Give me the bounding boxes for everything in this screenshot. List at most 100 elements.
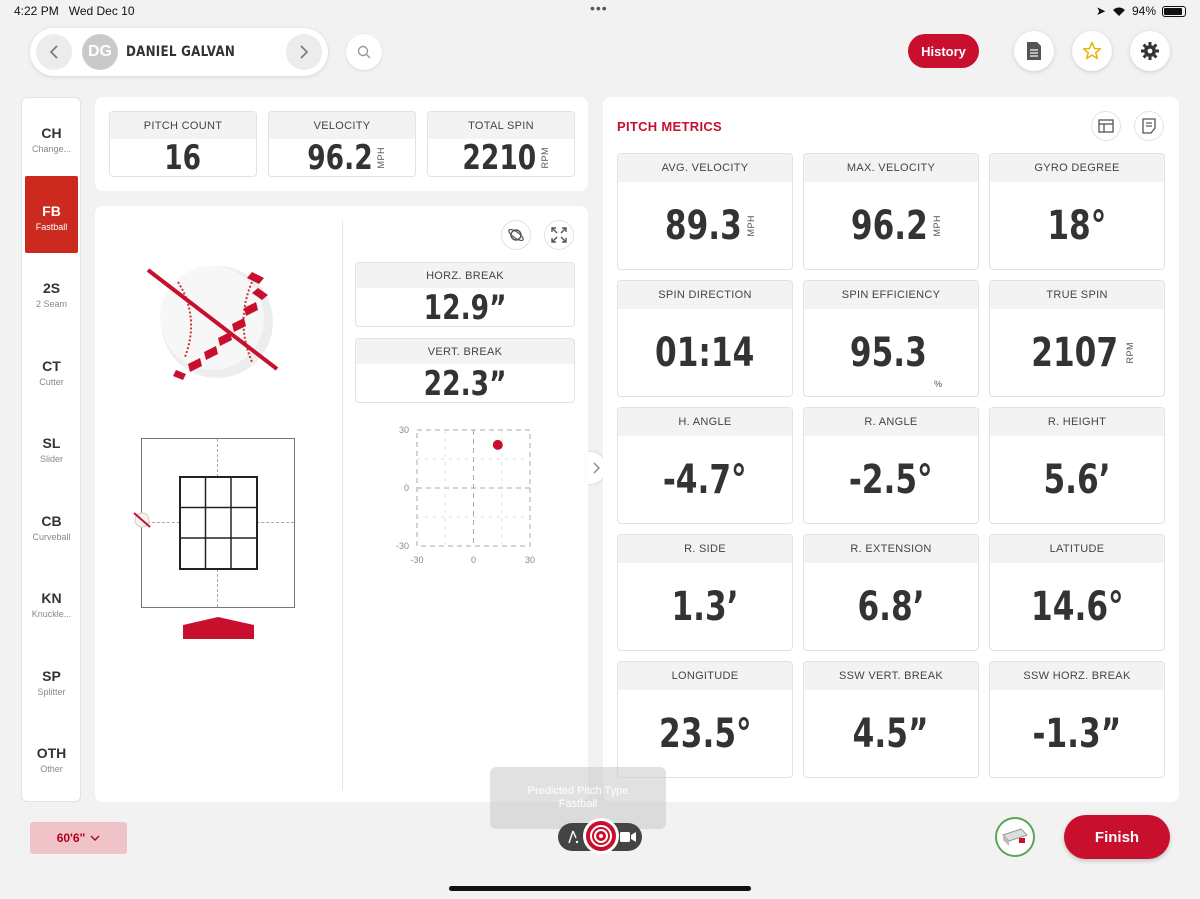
metric-value: 96.2: [850, 203, 928, 249]
distance-value: 60'6": [56, 831, 86, 845]
break-data-point: [492, 439, 503, 450]
pitch-type-sp[interactable]: SP Splitter: [25, 641, 78, 718]
pitch-type-name: Slider: [39, 454, 63, 464]
x-tick-label: -30: [410, 555, 423, 565]
previous-player-button[interactable]: [36, 34, 72, 70]
metric-label: R. HEIGHT: [990, 408, 1164, 436]
pitch-type-code: KN: [41, 590, 62, 606]
avatar: DG: [82, 34, 118, 70]
metric-label: R. EXTENSION: [804, 535, 978, 563]
speed-icon[interactable]: [565, 829, 581, 845]
true-spin-card: TRUE SPIN 2107 RPM: [989, 280, 1165, 397]
pitch-type-ch[interactable]: CH Change...: [25, 98, 78, 175]
pitch-type-name: 2 Seam: [35, 299, 68, 309]
h-angle-card: H. ANGLE -4.7°: [617, 407, 793, 524]
spin-efficiency-card: SPIN EFFICIENCY 95.3%: [803, 280, 979, 397]
pitch-metrics-title: PITCH METRICS: [617, 119, 723, 134]
pitch-type-kn[interactable]: KN Knuckle...: [25, 563, 78, 640]
notes-icon: [1142, 118, 1156, 134]
metric-unit: MPH: [746, 215, 757, 237]
pitch-type-fb[interactable]: FB Fastball: [25, 176, 78, 253]
predicted-title: Predicted Pitch Type: [527, 785, 629, 797]
velocity-value: 96.2: [307, 138, 373, 177]
metric-label: R. ANGLE: [804, 408, 978, 436]
r-side-card: R. SIDE 1.3’: [617, 534, 793, 651]
player-name: DANIEL GALVAN: [126, 44, 236, 60]
home-indicator[interactable]: [449, 886, 751, 891]
pitch-type-2s[interactable]: 2S 2 Seam: [25, 253, 78, 330]
report-button[interactable]: [1014, 31, 1054, 71]
velocity-unit: MPH: [375, 147, 386, 169]
metric-value: -4.7°: [663, 457, 747, 503]
gear-icon: [1141, 42, 1159, 60]
strike-zone-grid: [179, 476, 258, 570]
metric-value: 89.3: [664, 203, 742, 249]
ssw-horz-break-card: SSW HORZ. BREAK -1.3”: [989, 661, 1165, 778]
pitch-count-label: PITCH COUNT: [110, 112, 256, 139]
panel-collapse-handle[interactable]: [586, 452, 606, 484]
next-player-button[interactable]: [286, 34, 322, 70]
pitch-type-code: OTH: [36, 745, 67, 761]
predicted-pitch-toast: Predicted Pitch Type Fastball: [490, 767, 666, 829]
pitch-type-ct[interactable]: CT Cutter: [25, 331, 78, 408]
horz-break-card: HORZ. BREAK 12.9”: [355, 262, 575, 327]
expand-icon: [551, 227, 567, 243]
pitch-type-name: Cutter: [39, 377, 64, 387]
notes-button[interactable]: [1134, 111, 1164, 141]
metric-value: 23.5°: [658, 711, 752, 757]
total-spin-value: 2210: [462, 138, 536, 177]
pitch-type-name: Fastball: [35, 222, 68, 232]
sensor-device-button[interactable]: [995, 817, 1035, 857]
pitch-type-code: CH: [41, 125, 62, 141]
r-angle-card: R. ANGLE -2.5°: [803, 407, 979, 524]
home-plate-icon: [183, 617, 254, 639]
status-time: 4:22 PM Wed Dec 10: [14, 4, 135, 18]
pitch-type-code: CB: [41, 513, 62, 529]
star-icon: [1082, 41, 1102, 60]
metric-unit: MPH: [932, 215, 943, 237]
metric-value: -1.3”: [1032, 711, 1122, 757]
expand-button[interactable]: [544, 220, 574, 250]
pitch-type-cb[interactable]: CB Curveball: [25, 486, 78, 563]
r-height-card: R. HEIGHT 5.6’: [989, 407, 1165, 524]
layout-toggle-button[interactable]: [1091, 111, 1121, 141]
mound-distance-dropdown[interactable]: 60'6": [30, 822, 127, 854]
latitude-card: LATITUDE 14.6°: [989, 534, 1165, 651]
metric-unit: RPM: [1124, 342, 1135, 364]
horz-break-label: HORZ. BREAK: [356, 263, 574, 288]
location-icon: ➤: [1095, 4, 1106, 18]
battery-icon: [1162, 5, 1186, 17]
pitch-type-name: Curveball: [32, 532, 71, 542]
finish-button[interactable]: Finish: [1064, 815, 1170, 859]
total-spin-unit: RPM: [540, 147, 551, 169]
video-camera-icon[interactable]: [620, 831, 636, 843]
search-button[interactable]: [346, 34, 382, 70]
r-extension-card: R. EXTENSION 6.8’: [803, 534, 979, 651]
multitasking-dots-icon[interactable]: •••: [590, 0, 608, 16]
settings-button[interactable]: [1130, 31, 1170, 71]
pitch-location-marker-icon: [133, 512, 151, 528]
record-pitch-button[interactable]: [583, 818, 619, 854]
status-indicators: ➤ 94%: [1096, 4, 1186, 18]
vert-break-label: VERT. BREAK: [356, 339, 574, 364]
pitch-type-sl[interactable]: SL Slider: [25, 408, 78, 485]
metric-label: SPIN DIRECTION: [618, 281, 792, 309]
pitch-type-name: Knuckle...: [31, 609, 72, 619]
chevron-down-icon: [90, 835, 100, 841]
chevron-left-icon: [49, 45, 58, 59]
pitch-type-name: Splitter: [37, 687, 66, 697]
metric-label: SSW HORZ. BREAK: [990, 662, 1164, 690]
pitch-count-value: 16: [164, 138, 202, 177]
spin-axis-button[interactable]: [501, 220, 531, 250]
chevron-right-icon: [593, 462, 600, 474]
metric-label: TRUE SPIN: [990, 281, 1164, 309]
metric-label: MAX. VELOCITY: [804, 154, 978, 182]
pitch-type-oth[interactable]: OTH Other: [25, 718, 78, 795]
velocity-label: VELOCITY: [269, 112, 415, 139]
favorite-button[interactable]: [1072, 31, 1112, 71]
metric-unit: %: [934, 379, 943, 389]
pitch-type-code: FB: [42, 203, 61, 219]
longitude-card: LONGITUDE 23.5°: [617, 661, 793, 778]
history-button[interactable]: History: [908, 34, 979, 68]
y-tick-label: -30: [396, 541, 409, 551]
